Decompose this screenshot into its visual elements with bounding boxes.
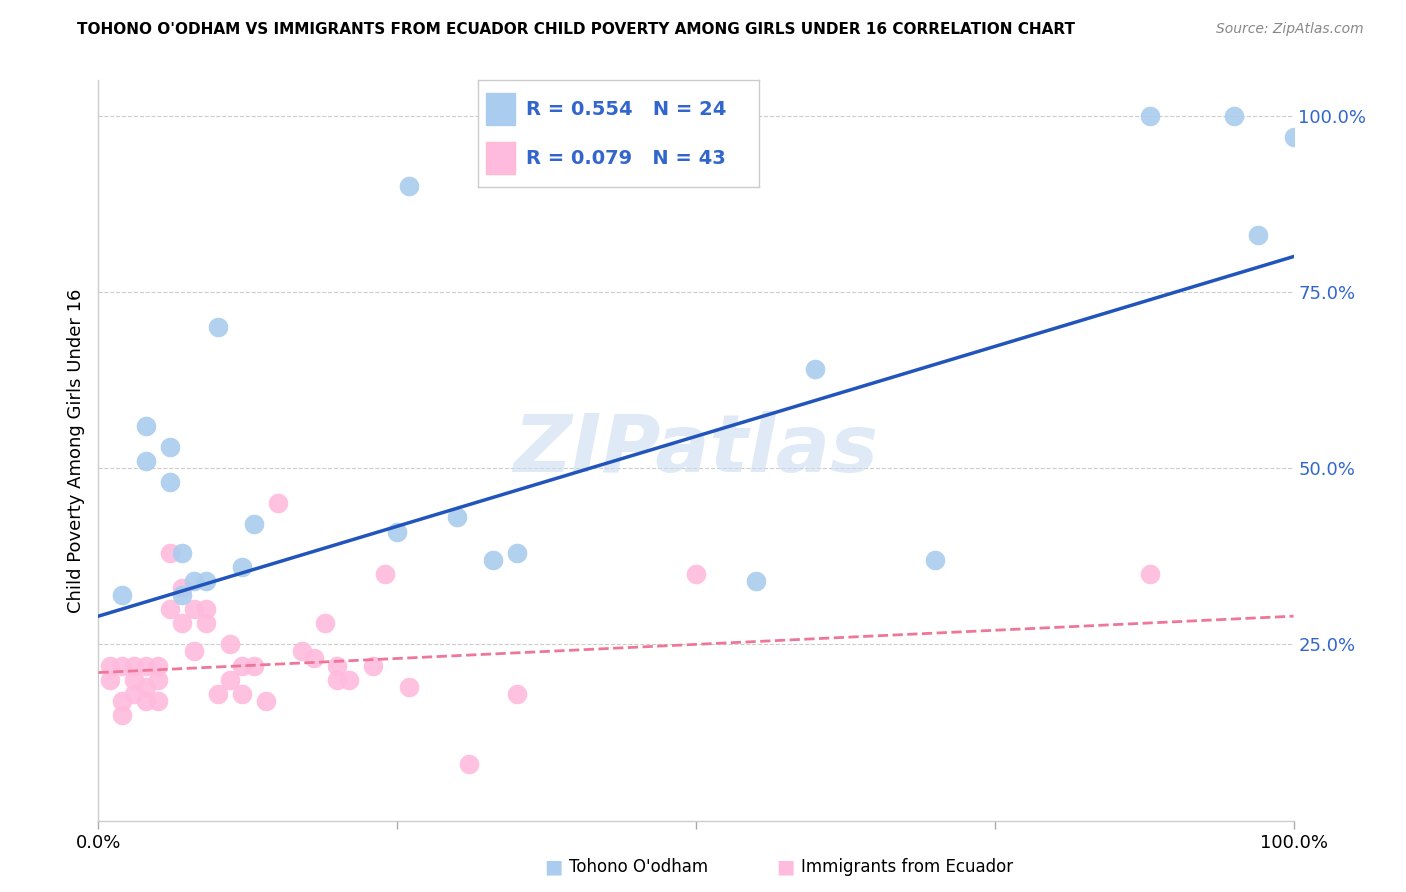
Point: [231, 687, 253, 701]
Text: TOHONO O'ODHAM VS IMMIGRANTS FROM ECUADOR CHILD POVERTY AMONG GIRLS UNDER 16 COR: TOHONO O'ODHAM VS IMMIGRANTS FROM ECUADO…: [77, 22, 1076, 37]
Point: [183, 574, 205, 588]
Point: [159, 546, 181, 560]
Point: [172, 616, 194, 631]
Point: [124, 687, 146, 701]
Point: [135, 680, 157, 694]
Point: [1282, 129, 1305, 144]
Point: [385, 524, 409, 539]
Point: [1139, 566, 1161, 581]
Point: [243, 658, 266, 673]
Point: [172, 546, 194, 560]
Point: [363, 658, 385, 673]
Point: [446, 510, 468, 524]
Point: [291, 644, 314, 658]
Bar: [486, 93, 515, 125]
Point: [148, 694, 170, 708]
Point: [339, 673, 361, 687]
Y-axis label: Child Poverty Among Girls Under 16: Child Poverty Among Girls Under 16: [66, 288, 84, 613]
Point: [98, 673, 122, 687]
Point: [685, 566, 707, 581]
Point: [135, 454, 157, 468]
Point: [111, 707, 134, 722]
Point: [745, 574, 768, 588]
Point: [506, 546, 529, 560]
Point: [374, 566, 396, 581]
Point: [1139, 109, 1161, 123]
Point: [326, 673, 349, 687]
Point: [326, 658, 349, 673]
Point: [207, 687, 229, 701]
Point: [1247, 228, 1270, 243]
Point: [183, 644, 205, 658]
Point: [98, 658, 122, 673]
Bar: [486, 143, 515, 175]
Point: [254, 694, 277, 708]
Text: ZIPatlas: ZIPatlas: [513, 411, 879, 490]
Point: [111, 694, 134, 708]
Text: ■: ■: [544, 857, 562, 877]
Point: [481, 553, 505, 567]
Point: [195, 616, 218, 631]
Point: [159, 440, 181, 454]
Point: [1223, 109, 1246, 123]
Text: Source: ZipAtlas.com: Source: ZipAtlas.com: [1216, 22, 1364, 37]
Point: [183, 602, 205, 616]
Point: [172, 588, 194, 602]
Point: [124, 658, 146, 673]
Point: [135, 418, 157, 433]
Point: [231, 559, 253, 574]
Point: [267, 496, 290, 510]
Point: [159, 602, 181, 616]
Point: [315, 616, 337, 631]
Point: [148, 673, 170, 687]
Point: [243, 517, 266, 532]
Point: [506, 687, 529, 701]
Point: [207, 320, 229, 334]
Text: Tohono O'odham: Tohono O'odham: [569, 858, 709, 876]
Point: [219, 673, 242, 687]
Text: R = 0.554   N = 24: R = 0.554 N = 24: [526, 100, 727, 119]
Point: [398, 179, 420, 194]
Point: [231, 658, 253, 673]
Point: [219, 637, 242, 651]
Point: [195, 602, 218, 616]
Point: [398, 680, 420, 694]
Point: [195, 574, 218, 588]
Point: [111, 658, 134, 673]
Point: [924, 553, 946, 567]
Point: [135, 658, 157, 673]
Point: [124, 673, 146, 687]
Point: [302, 651, 325, 665]
Point: [135, 694, 157, 708]
Point: [148, 658, 170, 673]
Point: [458, 757, 481, 772]
Text: Immigrants from Ecuador: Immigrants from Ecuador: [801, 858, 1014, 876]
Text: ■: ■: [776, 857, 794, 877]
Point: [159, 475, 181, 490]
Point: [804, 362, 827, 376]
Point: [111, 588, 134, 602]
Point: [172, 581, 194, 595]
Text: R = 0.079   N = 43: R = 0.079 N = 43: [526, 149, 725, 168]
